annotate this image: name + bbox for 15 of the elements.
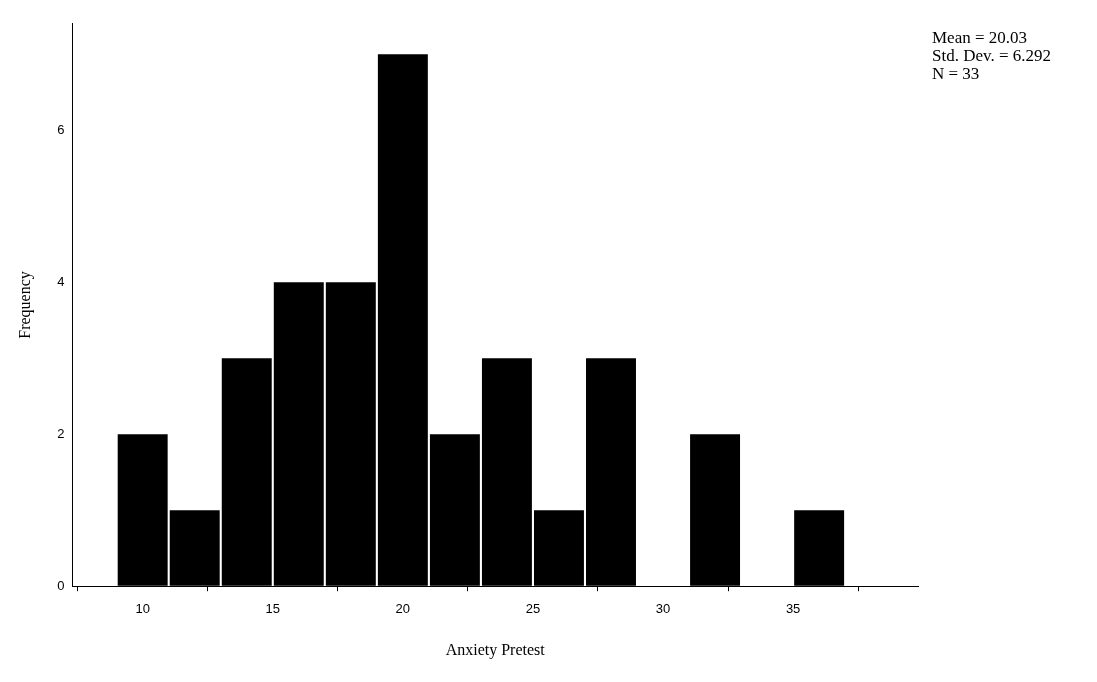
y-tick-label: 6 <box>57 121 65 137</box>
y-axis-title: Frequency <box>15 271 34 339</box>
x-tick-label: 15 <box>265 600 280 616</box>
text: Std. Dev. = 6.292 <box>932 45 1051 65</box>
x-tick-label: 30 <box>655 600 671 616</box>
text: N = 33 <box>932 63 980 83</box>
text: Mean = 20.03 <box>932 27 1028 47</box>
y-tick-label: 2 <box>57 425 65 441</box>
x-tick-label: 25 <box>525 600 541 616</box>
x-axis-title: Anxiety Pretest <box>445 640 546 659</box>
y-tick-label: 4 <box>57 273 65 289</box>
x-tick-label: 20 <box>395 600 411 616</box>
x-tick-label: 10 <box>135 600 150 616</box>
y-tick-label: 0 <box>57 577 65 593</box>
x-tick-label: 35 <box>785 600 801 616</box>
